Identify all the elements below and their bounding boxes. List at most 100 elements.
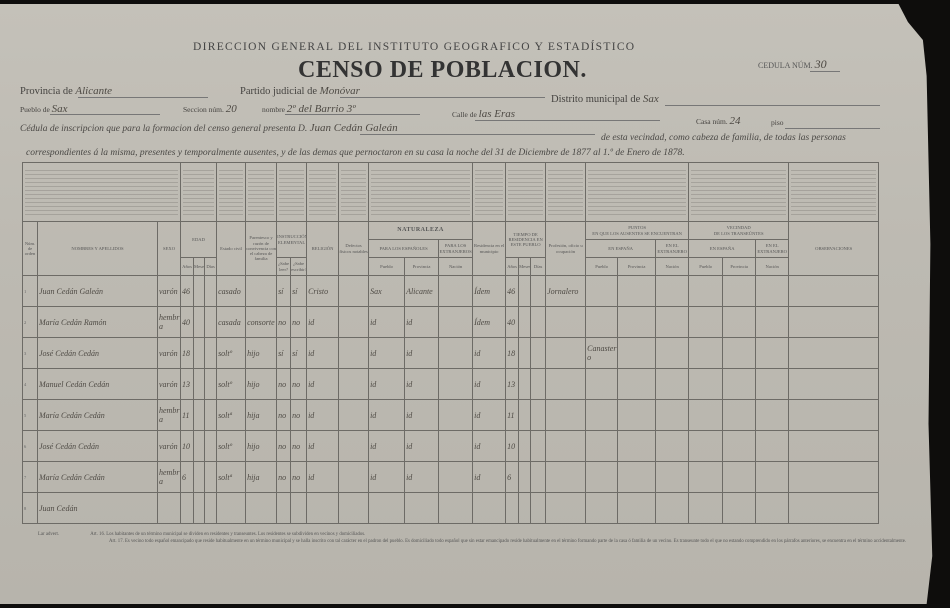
header-residencia: Residencia en el municipio bbox=[472, 221, 507, 276]
cell-name: Juan Cedán Galeán bbox=[37, 275, 158, 307]
cell-prof bbox=[545, 306, 587, 338]
cell-n: 5 bbox=[22, 399, 38, 431]
table-row: 5 María Cedán Cedán hembra 11 soltª hija no no i… bbox=[22, 399, 880, 431]
header-parentesco: Parentesco y razón de convivencia con el… bbox=[245, 221, 278, 276]
cell-empty bbox=[788, 461, 880, 493]
cell-empty bbox=[193, 430, 206, 462]
cell-name: María Cedán Ramón bbox=[37, 306, 158, 338]
cell-estado: soltº bbox=[216, 368, 247, 400]
cell-res: id bbox=[472, 461, 507, 493]
table-row: 7 María Cedán Cedán hembra 6 soltª hija no no id… bbox=[22, 461, 880, 493]
cell-empty bbox=[193, 306, 206, 338]
cell-empty bbox=[530, 275, 547, 307]
cell-empty bbox=[530, 461, 547, 493]
cedula-text-line-3: correspondientes á la misma, presentes y… bbox=[26, 148, 685, 158]
cell-empty bbox=[193, 492, 206, 524]
cell-empty bbox=[722, 399, 757, 431]
cell-prov: id bbox=[404, 430, 440, 462]
cell-nac bbox=[438, 275, 474, 307]
cell-empty bbox=[788, 275, 880, 307]
cell-ta: 46 bbox=[505, 275, 520, 307]
cell-res: Ídem bbox=[472, 306, 507, 338]
cell-empty bbox=[193, 399, 206, 431]
cell-empty bbox=[518, 275, 532, 307]
cell-pv bbox=[617, 275, 657, 307]
header-vecindad-extranjero: EN EL EXTRANJERO bbox=[755, 239, 790, 258]
cell-prof bbox=[545, 461, 587, 493]
cell-nac bbox=[438, 492, 474, 524]
cell-sexo: varón bbox=[156, 430, 182, 462]
cell-prof bbox=[545, 399, 587, 431]
cell-empty bbox=[722, 430, 757, 462]
cell-anos: 6 bbox=[180, 461, 195, 493]
instructions-block bbox=[472, 162, 507, 222]
header-edad-meses: Meses bbox=[193, 257, 206, 276]
header-edad-dias: Días bbox=[204, 257, 218, 276]
instructions-block bbox=[276, 162, 308, 222]
cell-empty bbox=[338, 275, 370, 307]
cell-empty bbox=[655, 337, 690, 369]
footer-art17: Art. 17. Es vecino todo español emancipa… bbox=[109, 539, 907, 545]
cell-empty bbox=[755, 306, 790, 338]
cedula-text-line-2: de esta vecindad, como cabeza de familia… bbox=[601, 133, 846, 143]
cell-name: Juan Cedán bbox=[37, 492, 158, 524]
cell-empty bbox=[755, 430, 790, 462]
cell-rel: id bbox=[306, 306, 340, 338]
cell-pue: id bbox=[368, 430, 406, 462]
cell-empty bbox=[788, 399, 880, 431]
instructions-block bbox=[788, 162, 880, 222]
cell-n: 2 bbox=[22, 306, 38, 338]
cell-name: José Cedán Cedán bbox=[37, 430, 158, 462]
puntos-subtitle: EN QUE LOS AUSENTES SE ENCUENTRAN bbox=[592, 230, 682, 236]
instructions-block bbox=[585, 162, 690, 222]
header-puntos-provincia: Provincia bbox=[617, 257, 657, 276]
cell-empty bbox=[338, 306, 370, 338]
cell-sexo: varón bbox=[156, 275, 182, 307]
cell-empty bbox=[338, 492, 370, 524]
header-vecindad-espana: EN ESPAÑA bbox=[688, 239, 757, 258]
cell-estado: soltª bbox=[216, 461, 247, 493]
cell-n: 1 bbox=[22, 275, 38, 307]
cell-nac bbox=[438, 306, 474, 338]
cell-name: María Cedán Cedán bbox=[37, 461, 158, 493]
cell-ta: 18 bbox=[505, 337, 520, 369]
cell-n: 7 bbox=[22, 461, 38, 493]
form-title: CENSO DE POBLACION. bbox=[298, 57, 587, 83]
cell-empty bbox=[530, 306, 547, 338]
footer-label: Lar advert. bbox=[38, 532, 60, 537]
cell-esc: no bbox=[290, 430, 308, 462]
cell-par: hija bbox=[245, 461, 278, 493]
cell-rel: id bbox=[306, 399, 340, 431]
cell-pp bbox=[585, 368, 619, 400]
header-puntos: PUNTOS EN QUE LOS AUSENTES SE ENCUENTRAN bbox=[585, 221, 690, 240]
header-puntos-nacion: Nación bbox=[655, 257, 690, 276]
footer-articles: Lar advert. Art. 16. Los habitantes de u… bbox=[38, 531, 932, 545]
cell-leer: sí bbox=[276, 337, 292, 369]
header-vecindad-pueblo: Pueblo bbox=[688, 257, 724, 276]
cell-empty bbox=[338, 461, 370, 493]
cell-empty bbox=[722, 492, 757, 524]
casa-field: Casa núm. 24 bbox=[696, 115, 741, 127]
cell-empty bbox=[722, 368, 757, 400]
header-sexo: SEXO bbox=[156, 221, 182, 276]
cell-empty bbox=[193, 337, 206, 369]
header-edad: EDAD bbox=[180, 221, 218, 258]
cell-sexo: hembra bbox=[156, 306, 182, 338]
cell-empty bbox=[788, 430, 880, 462]
cell-empty bbox=[755, 461, 790, 493]
instructions-block bbox=[505, 162, 547, 222]
cell-par: hijo bbox=[245, 430, 278, 462]
cell-empty bbox=[530, 430, 547, 462]
header-num: Núm. de orden bbox=[22, 221, 38, 276]
provincia-field: Provincia de Alicante bbox=[20, 85, 113, 97]
cell-empty bbox=[518, 492, 532, 524]
header-leer: ¿Sabe leer? bbox=[276, 257, 292, 276]
cell-pue bbox=[368, 492, 406, 524]
cell-empty bbox=[204, 306, 218, 338]
cell-res: Ídem bbox=[472, 275, 507, 307]
cell-empty bbox=[204, 399, 218, 431]
cell-estado: soltº bbox=[216, 430, 247, 462]
cell-rel: id bbox=[306, 461, 340, 493]
cell-pv bbox=[617, 368, 657, 400]
cell-prov: id bbox=[404, 399, 440, 431]
